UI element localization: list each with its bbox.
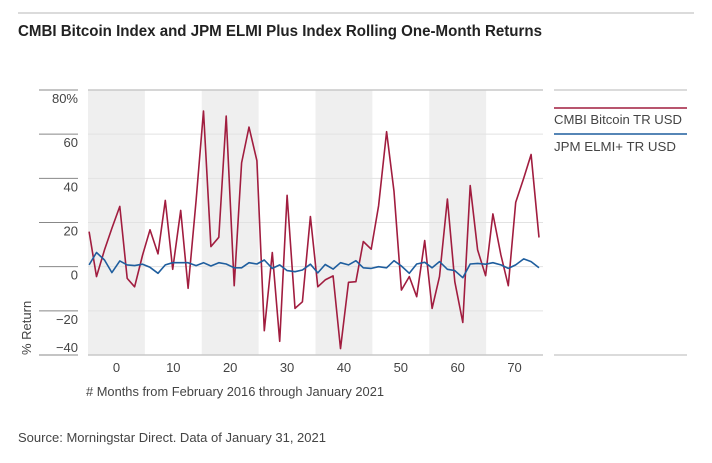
legend-label-elmi: JPM ELMI+ TR USD bbox=[554, 139, 676, 154]
source-note: Source: Morningstar Direct. Data of Janu… bbox=[18, 430, 326, 445]
series-line-bitcoin bbox=[88, 110, 540, 350]
series-lines bbox=[88, 110, 540, 350]
x-axis-label: # Months from February 2016 through Janu… bbox=[86, 384, 384, 399]
x-tick-label: 0 bbox=[113, 360, 120, 375]
y-tick-label: 20 bbox=[64, 224, 78, 239]
chart-title: CMBI Bitcoin Index and JPM ELMI Plus Ind… bbox=[18, 23, 542, 40]
series-line-elmi bbox=[88, 251, 540, 279]
x-tick-label: 10 bbox=[166, 360, 180, 375]
y-tick-label: 0 bbox=[71, 268, 78, 283]
y-tick-label: −20 bbox=[56, 312, 78, 327]
y-tick-label: 40 bbox=[64, 179, 78, 194]
legend: CMBI Bitcoin TR USD JPM ELMI+ TR USD bbox=[554, 89, 687, 356]
x-tick-label: 60 bbox=[450, 360, 464, 375]
x-tick-label: 20 bbox=[223, 360, 237, 375]
x-tick-label: 40 bbox=[337, 360, 351, 375]
y-tick-label: 60 bbox=[64, 135, 78, 150]
x-axis: 0 10 20 30 40 50 60 70 bbox=[113, 360, 522, 375]
legend-label-bitcoin: CMBI Bitcoin TR USD bbox=[554, 112, 682, 127]
y-axis-label: % Return bbox=[19, 301, 34, 355]
y-tick-label: −40 bbox=[56, 340, 78, 355]
y-axis: 80% 60 40 20 0 −20 −40 bbox=[39, 89, 78, 356]
y-tick-label: 80% bbox=[52, 91, 78, 106]
x-tick-label: 30 bbox=[280, 360, 294, 375]
x-tick-label: 50 bbox=[394, 360, 408, 375]
x-tick-label: 70 bbox=[507, 360, 521, 375]
